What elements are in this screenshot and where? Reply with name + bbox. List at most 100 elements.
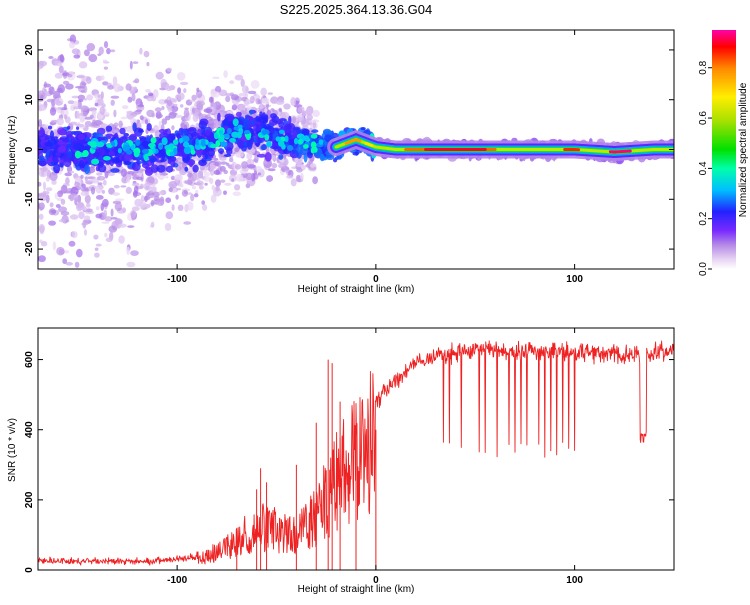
spectral-blob — [176, 188, 181, 191]
spectral-blob — [231, 94, 239, 100]
spectral-blob — [81, 90, 85, 93]
spectral-blob — [73, 143, 83, 150]
spectral-blob — [216, 185, 220, 191]
spectral-blob — [292, 116, 296, 123]
spectral-blob — [156, 165, 165, 173]
spectral-peak — [170, 151, 175, 156]
spectral-blob — [192, 165, 198, 173]
spectral-blob — [190, 194, 194, 201]
spectral-peak — [191, 150, 196, 155]
spectral-blob — [237, 140, 244, 148]
spectral-blob — [162, 118, 168, 125]
spectral-blob — [71, 231, 77, 238]
spectral-blob — [94, 253, 100, 258]
spectral-blob — [287, 124, 292, 129]
spectral-blob — [56, 118, 64, 126]
colorbar-tick-label: 0.8 — [698, 60, 709, 74]
spectral-blob — [57, 107, 62, 110]
spectral-blob — [130, 250, 139, 256]
snr-y-tick-label: 0 — [24, 567, 35, 573]
spectral-blob — [59, 65, 64, 73]
spectral-peak — [150, 145, 155, 149]
spectral-peak — [135, 139, 140, 146]
spectral-blob — [266, 175, 273, 182]
spectral-blob — [296, 168, 303, 173]
spectral-blob — [240, 104, 246, 110]
spectral-blob — [70, 214, 79, 219]
spectral-blob — [111, 157, 119, 164]
spectral-blob — [64, 173, 72, 177]
spectral-blob — [137, 104, 144, 107]
spectral-blob — [101, 222, 109, 224]
spectral-blob — [96, 195, 104, 200]
spectral-blob — [80, 81, 86, 89]
snr-y-axis-label: SNR (10 * v/v) — [7, 418, 18, 482]
spectral-blob — [97, 94, 102, 98]
spectral-blob — [204, 108, 213, 113]
spectral-blob — [239, 93, 247, 97]
spectral-blob — [235, 164, 241, 170]
spectral-peak — [91, 159, 99, 165]
spectral-blob — [132, 93, 136, 101]
spectral-blob — [71, 131, 76, 134]
spectral-blob — [139, 48, 142, 55]
spectral-blob — [71, 136, 74, 142]
spectral-blob — [76, 249, 83, 258]
spectral-blob — [133, 86, 137, 91]
spectral-blob — [173, 104, 177, 107]
spectrogram-x-axis-label: Height of straight line (km) — [298, 284, 415, 295]
spectral-blob — [180, 184, 184, 188]
spectral-blob — [44, 81, 47, 88]
spectral-blob — [210, 89, 215, 98]
spectral-blob — [177, 87, 181, 93]
spectral-blob — [78, 211, 84, 219]
spectral-blob — [283, 103, 290, 109]
spectral-blob — [50, 202, 54, 207]
spectral-blob — [86, 203, 91, 208]
spectral-blob — [118, 121, 122, 129]
spectral-blob — [77, 202, 84, 209]
spectral-blob — [44, 142, 53, 147]
spectral-blob — [208, 149, 215, 157]
spectral-peak — [303, 135, 309, 141]
spectral-peak — [214, 133, 219, 139]
spectral-blob — [50, 210, 56, 214]
spectral-blob — [80, 119, 85, 123]
snr-y-tick-label: 400 — [24, 421, 35, 438]
spectral-blob — [186, 128, 194, 131]
spectral-blob — [298, 106, 305, 113]
spectral-blob — [104, 112, 110, 116]
spectral-blob — [49, 86, 55, 94]
spectral-blob — [39, 214, 44, 220]
snr-x-tick-label: 100 — [566, 575, 583, 586]
spectral-blob — [183, 88, 186, 93]
spectral-blob — [199, 119, 208, 126]
spectral-blob — [208, 113, 211, 118]
spectral-blob — [249, 110, 253, 115]
spectral-peak — [311, 134, 318, 139]
spectral-blob — [209, 97, 213, 103]
spectral-blob — [70, 193, 78, 200]
spectral-blob — [270, 145, 279, 149]
spectral-blob — [106, 48, 111, 54]
spectral-blob — [98, 182, 103, 185]
spectral-blob — [139, 136, 146, 139]
spectral-blob — [224, 183, 231, 186]
spectral-blob — [53, 156, 60, 162]
spectral-blob — [82, 219, 86, 228]
spectral-blob — [107, 85, 114, 89]
spectral-peak — [210, 144, 217, 148]
spectral-peak — [287, 145, 293, 151]
spectral-blob — [288, 116, 291, 125]
spectral-blob — [76, 127, 79, 130]
spectral-blob — [161, 173, 168, 176]
spectral-blob — [270, 132, 273, 141]
spectral-blob — [312, 176, 318, 184]
spectral-blob — [310, 164, 314, 168]
spectral-blob — [144, 51, 150, 58]
spectral-blob — [38, 162, 46, 166]
spectral-blob — [213, 103, 216, 109]
spectral-blob — [120, 185, 126, 187]
